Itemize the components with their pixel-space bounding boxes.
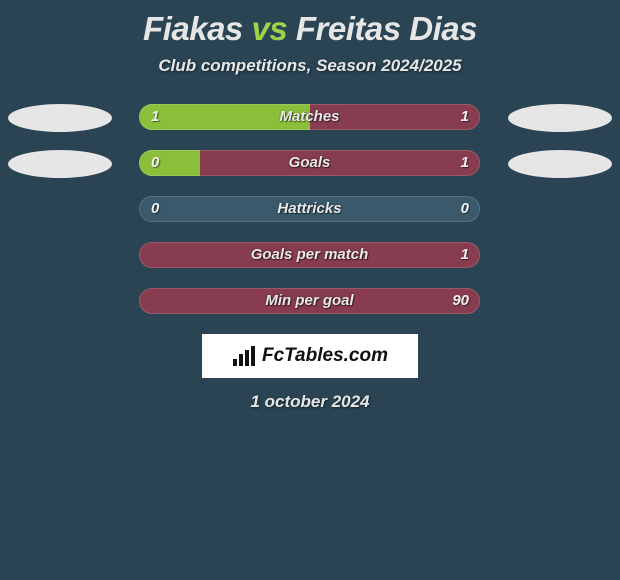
stat-bar-right xyxy=(139,242,480,268)
stat-row: Goals01 xyxy=(0,150,620,178)
stat-row: Min per goal90 xyxy=(0,288,620,316)
stat-bar-left xyxy=(139,150,200,176)
right-ellipse xyxy=(508,104,612,132)
vs-label: vs xyxy=(251,10,287,47)
stat-bar-right xyxy=(310,104,481,130)
stat-bar: Min per goal xyxy=(139,288,480,314)
stat-bar-left xyxy=(139,104,310,130)
stat-label: Hattricks xyxy=(139,196,480,222)
stat-bar-right xyxy=(200,150,480,176)
stat-row: Goals per match1 xyxy=(0,242,620,270)
stat-rows: Matches11 Goals01 Hattricks00 Goals per mat… xyxy=(0,104,620,316)
player1-name: Fiakas xyxy=(143,10,243,47)
stat-row: Matches11 xyxy=(0,104,620,132)
brand-box[interactable]: FcTables.com xyxy=(202,334,418,378)
brand-inner: FcTables.com xyxy=(232,345,388,367)
comparison-card: Fiakas vs Freitas Dias Club competitions… xyxy=(0,0,620,412)
subtitle: Club competitions, Season 2024/2025 xyxy=(0,56,620,76)
stat-bar: Matches xyxy=(139,104,480,130)
brand-bars-icon xyxy=(232,345,258,367)
stat-bar-right xyxy=(139,288,480,314)
stat-row: Hattricks00 xyxy=(0,196,620,224)
brand-text: FcTables.com xyxy=(262,345,388,367)
stat-bar: Goals per match xyxy=(139,242,480,268)
left-ellipse xyxy=(8,104,112,132)
player2-name: Freitas Dias xyxy=(296,10,477,47)
stat-bar: Goals xyxy=(139,150,480,176)
right-ellipse xyxy=(508,150,612,178)
left-ellipse xyxy=(8,150,112,178)
date-label: 1 october 2024 xyxy=(0,392,620,412)
page-title: Fiakas vs Freitas Dias xyxy=(0,10,620,48)
stat-bar: Hattricks xyxy=(139,196,480,222)
